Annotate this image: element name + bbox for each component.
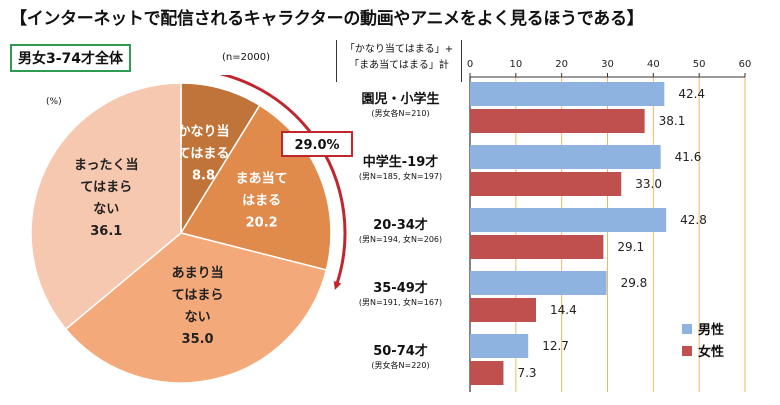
bar-male [470,82,665,106]
legend-swatch [682,324,692,334]
pie-slice-label-line: まあ当て [236,170,288,186]
category-sample-size: (男N=194, 女N=206) [358,235,443,244]
tick-label: 30 [601,59,614,70]
bar-value-label: 29.1 [617,240,644,254]
category-sample-size: (男N=185, 女N=197) [358,172,443,181]
bar-female [470,298,536,322]
category-sample-size: (男女各N=210) [371,109,430,118]
pie-slice-label: まったく当てはまらない 36.1 [74,157,138,239]
bar-note-line-1: 「かなり当てはまる」+ [344,44,454,55]
category-label: 50-74才 (男女各N=220) [338,340,463,371]
pie-slice-label-line: ない [185,310,211,325]
category-name: 園児・小学生 [361,92,440,107]
pie-slice-label-line: てはまら [80,180,132,195]
pie-slice-label-line: はまる [242,193,281,208]
bar-female [470,109,645,133]
tick-label: 40 [647,59,660,70]
bar-value-label: 14.4 [550,303,577,317]
tick-label: 20 [555,59,568,70]
bar-value-label: 12.7 [542,339,569,353]
category-sample-size: (男N=191, 女N=167) [358,298,443,307]
pie-slice-label-line: あまり当 [172,265,224,281]
bar-female [470,235,604,259]
bar-female [470,361,504,385]
legend-label: 女性 [698,344,724,360]
bar-value-label: 29.8 [621,276,648,290]
tick-label: 60 [739,59,752,70]
legend-swatch [682,346,692,356]
bar-value-label: 42.8 [680,213,707,227]
bar-value-label: 7.3 [517,366,536,380]
tick-label: 50 [693,59,706,70]
bar-male [470,334,529,358]
unit-label: (%) [46,97,62,107]
bar-value-label: 42.4 [678,87,705,101]
pie-slice-value: 36.1 [90,224,122,239]
pie-panel-badge: 男女3-74才全体 [10,44,132,72]
bar-chart-note: 「かなり当てはまる」+ 「まあ当てはまる」計 [336,40,462,82]
category-label: 園児・小学生 (男女各N=210) [338,88,463,119]
category-label: 中学生-19才 (男N=185, 女N=197) [338,151,463,182]
chart-title: 【インターネットで配信されるキャラクターの動画やアニメをよく見るほうである】 [10,9,644,29]
category-label: 35-49才 (男N=191, 女N=167) [338,277,463,308]
pie-slice-label-line: てはまら [172,288,224,303]
bar-chart: 0 10 20 30 40 50 60 42.4 38.1 41.6 33.0 42.8 29.1 29.… [467,59,752,392]
bar-male [470,271,607,295]
callout-box: 29.0% [281,131,353,157]
category-name: 中学生-19才 [362,155,439,170]
bar-male [470,208,667,232]
legend-label: 男性 [698,322,724,338]
category-sample-size: (男女各N=220) [371,361,430,370]
tick-label: 0 [467,59,473,70]
bar-note-line-2: 「まあ当てはまる」計 [349,60,449,71]
bar-value-label: 33.0 [635,177,662,191]
category-name: 35-49才 [373,281,428,296]
bar-male [470,145,661,169]
pie-slice-value: 8.8 [192,169,215,184]
category-label: 20-34才 (男N=194, 女N=206) [338,214,463,245]
pie-slice-label-line: てはまる [178,147,230,162]
bar-value-label: 41.6 [675,150,702,164]
sample-size-note: (n=2000) [222,52,270,63]
bar-value-label: 38.1 [659,114,686,128]
category-name: 20-34才 [373,218,428,233]
pie-slice-label-line: ない [93,202,119,217]
callout-value: 29.0% [294,138,339,153]
pie-slice-label-line: まったく当 [74,157,138,173]
bar-female [470,172,622,196]
category-name: 50-74才 [373,344,428,359]
pie-slice [30,82,182,331]
pie-slice-value: 35.0 [182,332,214,347]
pie-slice-value: 20.2 [246,215,278,230]
tick-label: 10 [509,59,522,70]
pie-slice-label-line: かなり当 [177,124,229,140]
